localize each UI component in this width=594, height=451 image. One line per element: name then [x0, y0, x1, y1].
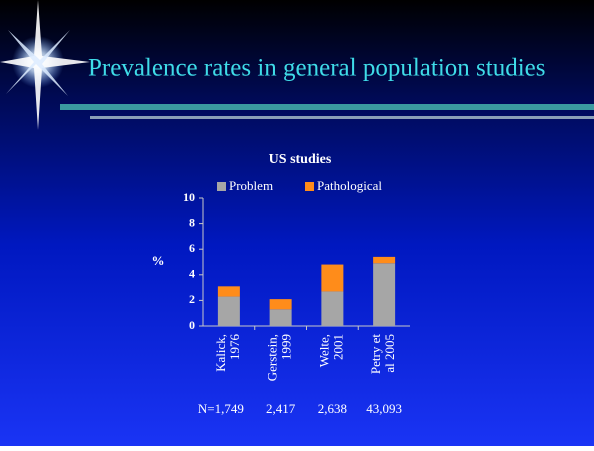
y-tick-label: 8	[189, 215, 195, 229]
x-tick-label-line: Kalick,	[213, 334, 228, 372]
legend-label: Pathological	[317, 178, 382, 193]
x-tick-label-line: Welte,	[316, 334, 331, 367]
sample-size: 43,093	[366, 401, 402, 416]
bar-segment	[321, 264, 344, 292]
slide-title: Prevalence rates in general population s…	[88, 55, 545, 82]
y-tick-label: 10	[183, 190, 195, 204]
stripe	[90, 116, 594, 119]
y-tick-label: 4	[189, 267, 195, 281]
y-tick-label: 6	[189, 241, 195, 255]
bar-segment	[217, 286, 240, 297]
bar-segment	[269, 309, 292, 326]
x-tick-label-line: Gerstein,	[265, 334, 280, 381]
chart: US studies % 0 2 4 6 8 10 Problem Pathological K…	[152, 152, 410, 416]
bar-segment	[217, 296, 240, 326]
star-logo	[0, 0, 90, 130]
chart-title: US studies	[269, 152, 332, 167]
x-tick-label-line: Petry et	[368, 334, 383, 374]
x-tick-label: Kalick,1976	[213, 334, 242, 372]
bar-segment	[321, 291, 344, 326]
x-tick-label: Welte,2001	[316, 334, 345, 367]
stripe	[60, 104, 594, 110]
sample-size: 2,417	[266, 401, 296, 416]
bar-segment	[269, 299, 292, 310]
x-tick-label-line: 1999	[279, 334, 294, 360]
x-tick-label: Gerstein,1999	[265, 334, 294, 381]
x-tick-label-line: 1976	[227, 334, 242, 361]
y-tick-label: 2	[189, 292, 195, 306]
x-tick-label: Petry etal 2005	[368, 334, 397, 374]
bar-segment	[373, 256, 396, 264]
legend-label: Problem	[229, 178, 273, 193]
y-axis-label: %	[152, 253, 165, 268]
sample-size: N=1,749	[198, 401, 244, 416]
legend-swatch	[217, 182, 226, 191]
legend-swatch	[305, 182, 314, 191]
bar-segment	[373, 263, 396, 326]
x-tick-label-line: al 2005	[382, 334, 397, 373]
sample-size: 2,638	[318, 401, 347, 416]
y-tick-label: 0	[189, 318, 195, 332]
x-tick-label-line: 2001	[330, 334, 345, 360]
